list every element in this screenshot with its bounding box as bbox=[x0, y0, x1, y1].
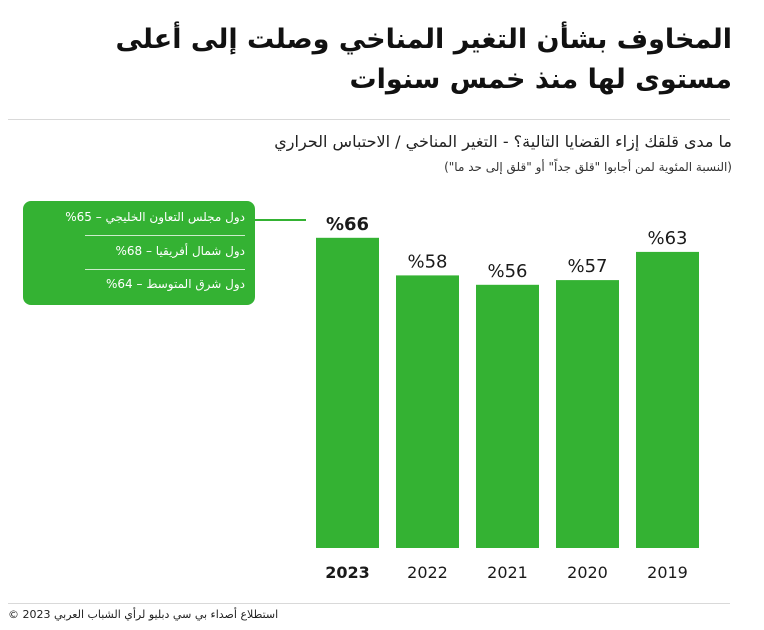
bar-2022 bbox=[396, 275, 459, 548]
value-label-2020: %57 bbox=[567, 256, 607, 277]
breakdown-divider bbox=[85, 235, 245, 236]
chart-title: المخاوف بشأن التغير المناخي وصلت إلى أعل… bbox=[92, 20, 732, 100]
breakdown-item-north-africa: دول شمال أفريقيا – 68% bbox=[115, 244, 245, 258]
category-label-2020: 2020 bbox=[567, 563, 608, 582]
bottom-divider bbox=[8, 603, 730, 604]
value-label-2022: %58 bbox=[407, 251, 447, 272]
breakdown-item-levant: دول شرق المتوسط – 64% bbox=[106, 277, 245, 291]
category-label-2022: 2022 bbox=[407, 563, 448, 582]
category-label-2023: 2023 bbox=[325, 563, 370, 582]
title-line-2: مستوى لها منذ خمس سنوات bbox=[349, 64, 732, 95]
value-label-2019: %63 bbox=[647, 228, 687, 249]
top-divider bbox=[8, 119, 730, 120]
bar-2019 bbox=[636, 251, 699, 548]
breakdown-item-gcc: دول مجلس التعاون الخليجي – 65% bbox=[65, 210, 245, 224]
chart-note: (النسبة المئوية لمن أجابوا "قلق جداً" أو… bbox=[444, 160, 732, 174]
breakdown-divider bbox=[85, 269, 245, 270]
chart-subtitle: ما مدى قلقك إزاء القضايا التالية؟ - التغ… bbox=[274, 132, 732, 151]
bar-2021 bbox=[476, 284, 539, 548]
category-label-2019: 2019 bbox=[647, 563, 688, 582]
value-label-2023: %66 bbox=[326, 214, 369, 235]
value-label-2021: %56 bbox=[487, 261, 527, 282]
title-line-1: المخاوف بشأن التغير المناخي وصلت إلى أعل… bbox=[115, 24, 732, 55]
callout-connector bbox=[255, 219, 306, 221]
bar-2020 bbox=[556, 280, 619, 548]
region-breakdown-box: دول مجلس التعاون الخليجي – 65% دول شمال … bbox=[23, 201, 255, 305]
category-label-2021: 2021 bbox=[487, 563, 528, 582]
footer-copyright: © استطلاع أصداء بي سي دبليو لرأي الشباب … bbox=[8, 608, 279, 621]
bar-2023 bbox=[316, 237, 379, 549]
